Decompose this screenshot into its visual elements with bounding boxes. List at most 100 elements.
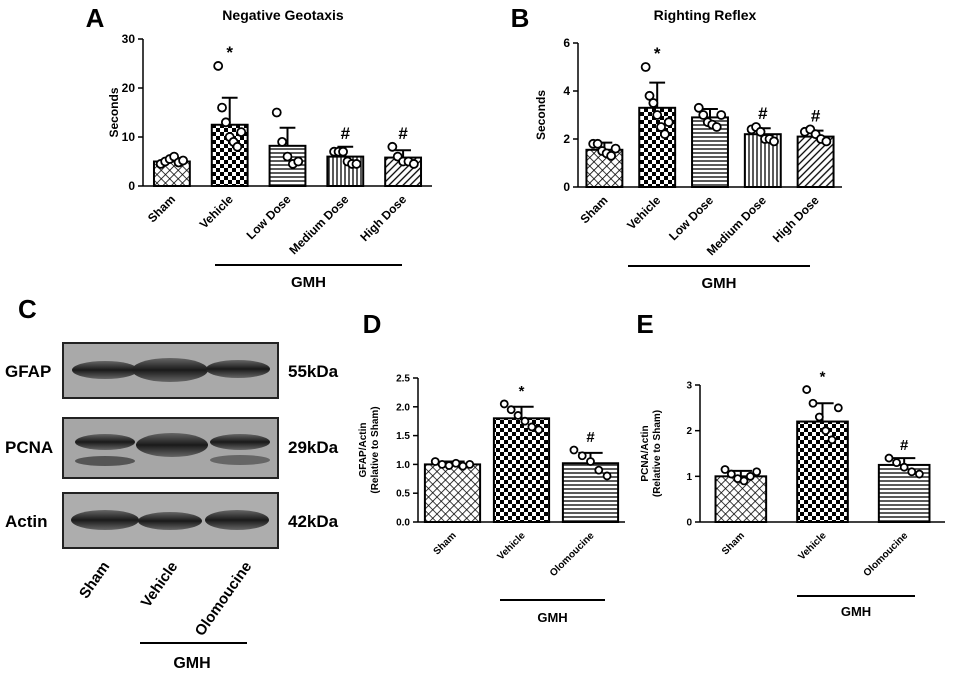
band	[132, 358, 208, 382]
data-point	[437, 459, 447, 469]
x-tick-label: Vehicle	[796, 530, 828, 562]
data-point	[451, 458, 461, 468]
error-bar	[702, 108, 718, 118]
data-point	[814, 412, 824, 422]
data-point	[277, 136, 288, 147]
significance: #	[398, 124, 408, 143]
significance: *	[519, 383, 525, 400]
x-tick-label: Vehicle	[624, 193, 663, 232]
bar	[561, 462, 620, 523]
group-label: GMH	[173, 655, 210, 672]
group-label: GMH	[291, 274, 326, 291]
data-point	[499, 399, 509, 409]
data-point	[271, 107, 282, 118]
data-point	[698, 110, 709, 120]
band	[71, 510, 139, 530]
bar	[691, 116, 729, 188]
bar	[492, 417, 551, 524]
band	[75, 434, 135, 450]
x-tick-label: High Dose	[770, 193, 822, 245]
lane-label: Vehicle	[138, 559, 182, 611]
x-tick-label: Vehicle	[197, 192, 236, 231]
data-point	[663, 117, 674, 128]
panel-letter: D	[363, 309, 382, 339]
data-point	[602, 471, 612, 481]
data-point	[351, 159, 362, 169]
y-tick-label: 2.0	[396, 402, 410, 413]
error-bar	[395, 149, 411, 158]
data-point	[648, 98, 659, 108]
significance: *	[226, 43, 233, 62]
bar	[423, 463, 482, 523]
protein-label: GFAP	[5, 362, 51, 381]
data-point	[232, 141, 243, 152]
data-point	[693, 102, 704, 113]
y-tick-label: 2	[563, 132, 570, 146]
blot-panel: C GFAP PCNA Actin 55kDa 29kDa 42kDa Sham…	[5, 294, 339, 672]
y-tick-label: 0	[128, 179, 135, 193]
bar	[796, 420, 849, 523]
data-point	[610, 143, 621, 154]
data-point	[534, 425, 544, 435]
y-tick-label: 2.5	[396, 374, 410, 385]
data-point	[527, 422, 537, 432]
data-point	[716, 110, 727, 120]
group-label: GMH	[841, 604, 871, 619]
data-point	[752, 467, 762, 477]
data-point	[827, 435, 837, 445]
data-point	[656, 122, 666, 132]
x-tick-label: Olomoucine	[548, 530, 597, 579]
lane-label: Sham	[76, 559, 113, 602]
x-tick-label: Sham	[145, 192, 178, 225]
data-point	[408, 159, 419, 169]
data-point	[833, 403, 843, 413]
significance: *	[654, 44, 661, 63]
data-point	[907, 467, 917, 477]
x-tick-label: Sham	[432, 530, 459, 557]
size-label: 42kDa	[288, 512, 339, 531]
data-point	[644, 90, 655, 101]
y-axis-label: (Relative to Sham)	[370, 406, 381, 493]
panel-letter: E	[636, 309, 653, 339]
panel-letter: C	[18, 294, 37, 324]
significance: #	[341, 124, 351, 143]
band	[205, 510, 269, 530]
significance: #	[586, 429, 595, 446]
y-tick-label: 0	[686, 518, 692, 529]
y-tick-label: 1.5	[396, 431, 410, 442]
band	[136, 433, 208, 457]
data-point	[569, 445, 579, 455]
x-tick-label: Medium Dose	[286, 192, 351, 257]
protein-label: PCNA	[5, 438, 53, 457]
y-tick-label: 0	[563, 180, 570, 194]
data-point	[178, 155, 188, 166]
data-point	[821, 136, 832, 147]
data-point	[755, 126, 766, 137]
band	[75, 456, 135, 466]
significance: #	[758, 104, 768, 123]
data-point	[213, 61, 224, 71]
y-tick-label: 2	[686, 426, 692, 437]
y-axis-label: GFAP/Actin	[358, 422, 369, 477]
data-point	[577, 451, 587, 461]
panel-letter: B	[511, 3, 530, 33]
y-tick-label: 0.5	[396, 489, 410, 500]
data-point	[513, 411, 523, 420]
data-point	[217, 102, 227, 113]
data-point	[711, 122, 722, 132]
y-tick-label: 3	[686, 381, 692, 392]
data-point	[282, 151, 293, 162]
size-label: 55kDa	[288, 362, 339, 381]
y-tick-label: 30	[122, 32, 136, 46]
y-axis-label: PCNA/Actin	[640, 425, 651, 481]
x-tick-label: Sham	[578, 193, 611, 226]
data-point	[594, 465, 604, 475]
band	[72, 361, 138, 379]
data-point	[640, 62, 651, 72]
group-label: GMH	[537, 610, 567, 625]
data-point	[338, 146, 348, 157]
data-point	[802, 385, 812, 394]
data-point	[387, 141, 398, 152]
band	[206, 360, 270, 378]
